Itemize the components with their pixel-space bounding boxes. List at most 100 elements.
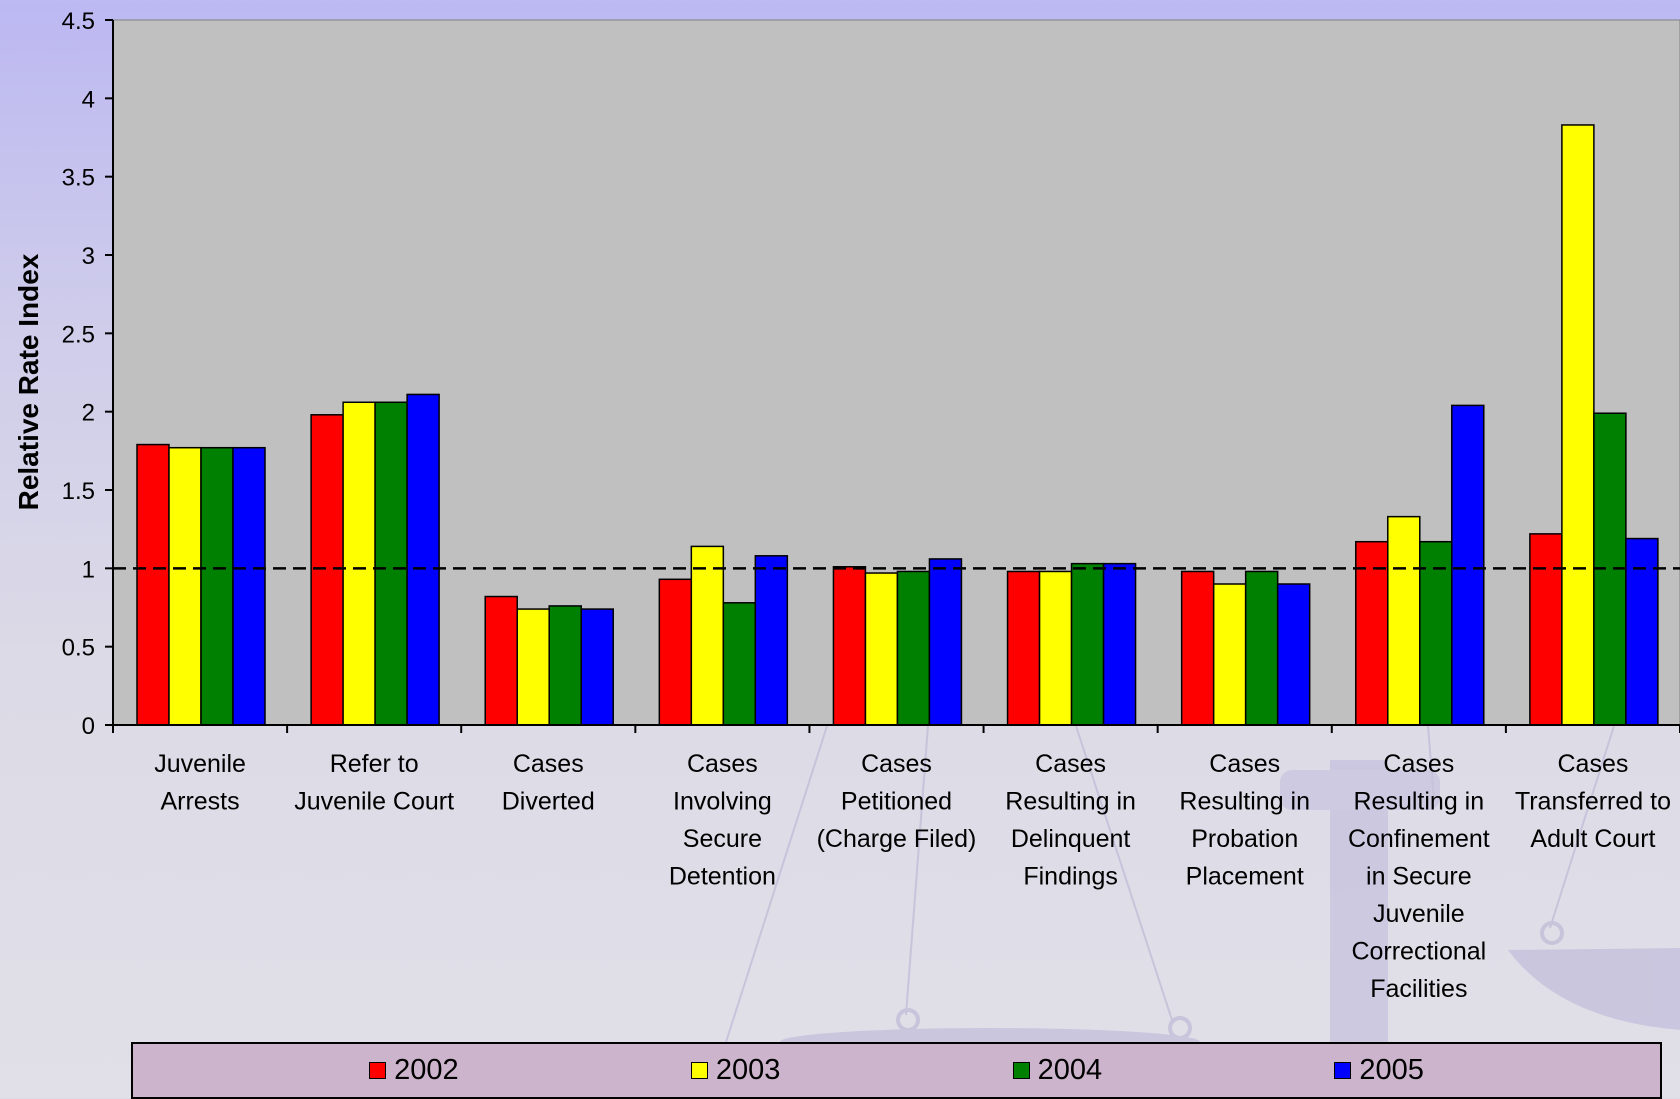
x-category-label-8: Cases Resulting in Confinement in Secure Juv… (1348, 750, 1490, 1003)
bar-2005-cat-2 (406, 393, 440, 726)
x-category-label-line: Cases (513, 750, 584, 778)
bar-2003-cat-9 (1561, 124, 1595, 726)
legend-swatch-2002 (369, 1062, 387, 1079)
axes-group (105, 19, 1680, 733)
y-tick-label: 0.5 (62, 635, 95, 662)
x-category-label-2: Refer to Juvenile Court (294, 750, 454, 816)
bar-2004-cat-2 (374, 401, 408, 726)
x-category-label-line: Juvenile (154, 750, 246, 778)
bar-2003-cat-1 (168, 446, 202, 726)
bar-2005-cat-5 (928, 558, 963, 726)
bar-2005-cat-8 (1451, 404, 1485, 726)
x-category-label-line: Probation (1191, 825, 1298, 853)
x-category-label-line: Confinement (1348, 825, 1490, 853)
x-category-label-line: Placement (1186, 863, 1304, 891)
x-category-label-line: Refer to (330, 750, 419, 778)
x-category-label-line: Cases (687, 750, 758, 778)
bar-2005-cat-6 (1102, 562, 1137, 726)
legend-swatch-2003 (690, 1062, 708, 1079)
bar-2003-cat-2 (342, 401, 376, 726)
bar-2004-cat-4 (722, 602, 757, 726)
legend-label-2005: 2005 (1359, 1054, 1424, 1086)
legend-item-2002: 2002 (369, 1054, 459, 1087)
x-category-label-line: Facilities (1370, 975, 1467, 1003)
x-category-label-line: Petitioned (841, 788, 952, 816)
x-category-label-line: Findings (1023, 863, 1118, 891)
x-category-label-line: Cases (861, 750, 932, 778)
bar-2003-cat-4 (690, 545, 725, 726)
x-category-label-line: Juvenile Court (294, 788, 454, 816)
bar-2003-cat-8 (1387, 515, 1421, 726)
bar-2002-cat-7 (1180, 570, 1215, 726)
x-category-label-line: Cases (1558, 750, 1629, 778)
x-category-label-1: Juvenile Arrests (154, 750, 246, 816)
legend-swatch-2005 (1334, 1062, 1352, 1079)
bar-series-group (136, 124, 1659, 726)
bar-2004-cat-3 (548, 605, 582, 726)
bar-2004-cat-1 (200, 446, 234, 726)
bar-2002-cat-2 (310, 414, 344, 726)
bar-2002-cat-4 (658, 578, 693, 726)
y-tick-labels: 0 0.5 1 1.5 2 2.5 3 3.5 4 4.5 (62, 8, 95, 740)
x-category-label-line: (Charge Filed) (817, 825, 977, 853)
x-category-label-6: Cases Resulting in Delinquent Findings (1005, 750, 1136, 891)
bar-2003-cat-6 (1038, 570, 1073, 726)
x-category-label-5: Cases Petitioned (Charge Filed) (817, 750, 977, 853)
bar-2002-cat-1 (136, 443, 170, 726)
x-category-label-line: Resulting in (1179, 788, 1310, 816)
bar-2002-cat-3 (484, 595, 518, 726)
bar-2003-cat-5 (864, 572, 899, 726)
y-tick-label: 3 (82, 243, 95, 270)
x-category-label-7: Cases Resulting in Probation Placement (1179, 750, 1310, 891)
bar-2002-cat-6 (1006, 570, 1041, 726)
legend-label-2003: 2003 (715, 1054, 781, 1086)
bar-2002-cat-9 (1529, 533, 1563, 726)
bar-2003-cat-3 (516, 608, 550, 726)
y-axis-label: Relative Rate Index (13, 253, 44, 510)
bar-2004-cat-8 (1419, 540, 1453, 726)
x-category-label-line: Cases (1383, 750, 1454, 778)
x-category-label-line: Cases (1209, 750, 1280, 778)
x-category-label-line: Detention (669, 863, 776, 891)
legend-item-2004: 2004 (1012, 1054, 1103, 1087)
bar-2005-cat-3 (580, 608, 614, 726)
y-tick-label: 4.5 (62, 8, 95, 35)
x-category-label-4: Cases Involving Secure Detention (669, 750, 776, 891)
y-tick-label: 4 (82, 86, 95, 113)
legend: 2002 2003 2004 2005 (131, 1042, 1662, 1099)
x-category-label-line: Involving (673, 788, 772, 816)
x-category-label-line: Transferred to (1515, 788, 1671, 816)
y-tick-label: 2.5 (62, 321, 95, 348)
bar-2004-cat-7 (1244, 570, 1279, 726)
x-category-label-9: Cases Transferred to Adult Court (1515, 750, 1671, 853)
x-category-label-3: Cases Diverted (502, 750, 595, 816)
bar-2003-cat-7 (1212, 583, 1247, 726)
x-category-label-line: Delinquent (1011, 825, 1131, 853)
x-category-label-line: Arrests (160, 788, 239, 816)
y-tick-label: 2 (82, 400, 95, 427)
legend-item-2003: 2003 (690, 1054, 781, 1087)
legend-item-2005: 2005 (1334, 1054, 1424, 1087)
x-category-label-line: in Secure (1366, 863, 1472, 891)
y-tick-label: 1.5 (62, 478, 95, 505)
x-category-label-line: Resulting in (1354, 788, 1485, 816)
legend-swatch-2004 (1012, 1062, 1030, 1079)
bar-2002-cat-5 (832, 566, 867, 726)
x-category-label-line: Correctional (1351, 938, 1486, 966)
x-category-labels: Juvenile Arrests Refer to Juvenile Court Cas… (154, 750, 1671, 1003)
bar-2005-cat-1 (232, 446, 266, 726)
x-category-label-line: Cases (1035, 750, 1106, 778)
x-category-label-line: Adult Court (1530, 825, 1655, 853)
legend-label-2004: 2004 (1037, 1054, 1103, 1086)
bar-2005-cat-9 (1625, 537, 1659, 726)
y-tick-label: 1 (82, 556, 95, 583)
legend-label-2002: 2002 (394, 1054, 459, 1086)
bar-2005-cat-4 (754, 555, 789, 726)
x-category-label-line: Diverted (502, 788, 595, 816)
x-category-label-line: Secure (683, 825, 762, 853)
bar-2005-cat-7 (1276, 583, 1311, 726)
bar-2004-cat-6 (1070, 562, 1105, 726)
x-category-label-line: Resulting in (1005, 788, 1136, 816)
